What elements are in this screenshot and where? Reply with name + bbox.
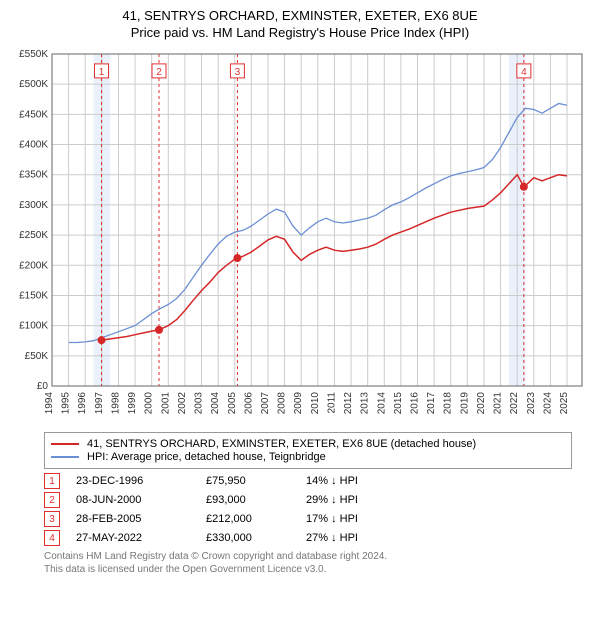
- svg-text:2009: 2009: [293, 392, 304, 415]
- legend-item: 41, SENTRYS ORCHARD, EXMINSTER, EXETER, …: [51, 438, 565, 450]
- sale-price: £330,000: [206, 532, 306, 544]
- legend-swatch: [51, 443, 79, 445]
- sales-table: 1 23-DEC-1996£75,95014% ↓ HPI 2 08-JUN-2000…: [44, 473, 572, 546]
- svg-text:3: 3: [235, 67, 241, 78]
- svg-text:1998: 1998: [110, 392, 121, 415]
- sale-marker: 1: [44, 473, 60, 489]
- svg-text:£300K: £300K: [19, 200, 48, 211]
- svg-text:2015: 2015: [393, 392, 404, 415]
- svg-text:£50K: £50K: [25, 351, 49, 362]
- sale-marker: 4: [44, 530, 60, 546]
- svg-text:2004: 2004: [210, 392, 221, 415]
- attribution-line2: This data is licensed under the Open Gov…: [44, 563, 572, 576]
- svg-text:£200K: £200K: [19, 260, 48, 271]
- svg-text:2005: 2005: [227, 392, 238, 415]
- svg-text:2025: 2025: [559, 392, 570, 415]
- svg-text:2024: 2024: [542, 392, 553, 415]
- svg-text:1: 1: [99, 67, 105, 78]
- svg-text:2021: 2021: [493, 392, 504, 415]
- svg-text:2023: 2023: [526, 392, 537, 415]
- svg-text:2001: 2001: [160, 392, 171, 415]
- svg-text:£400K: £400K: [19, 140, 48, 151]
- svg-text:2: 2: [156, 67, 162, 78]
- sale-diff: 17% ↓ HPI: [306, 513, 416, 525]
- svg-text:2022: 2022: [509, 392, 520, 415]
- attribution-line1: Contains HM Land Registry data © Crown c…: [44, 550, 572, 563]
- svg-text:2017: 2017: [426, 392, 437, 415]
- svg-text:2012: 2012: [343, 392, 354, 415]
- sale-date: 28-FEB-2005: [76, 513, 206, 525]
- svg-text:£100K: £100K: [19, 321, 48, 332]
- svg-text:2016: 2016: [410, 392, 421, 415]
- sale-row: 1 23-DEC-1996£75,95014% ↓ HPI: [44, 473, 572, 489]
- title-subtitle: Price paid vs. HM Land Registry's House …: [8, 25, 592, 40]
- legend: 41, SENTRYS ORCHARD, EXMINSTER, EXETER, …: [44, 432, 572, 469]
- svg-text:2020: 2020: [476, 392, 487, 415]
- svg-text:2003: 2003: [194, 392, 205, 415]
- sale-diff: 29% ↓ HPI: [306, 494, 416, 506]
- svg-text:2010: 2010: [310, 392, 321, 415]
- svg-text:2008: 2008: [277, 392, 288, 415]
- svg-text:2019: 2019: [459, 392, 470, 415]
- svg-text:2002: 2002: [177, 392, 188, 415]
- sale-price: £75,950: [206, 475, 306, 487]
- sale-date: 23-DEC-1996: [76, 475, 206, 487]
- legend-item: HPI: Average price, detached house, Teig…: [51, 451, 565, 463]
- sale-row: 4 27-MAY-2022£330,00027% ↓ HPI: [44, 530, 572, 546]
- legend-swatch: [51, 456, 79, 458]
- sale-diff: 14% ↓ HPI: [306, 475, 416, 487]
- svg-text:2006: 2006: [243, 392, 254, 415]
- sale-marker: 3: [44, 511, 60, 527]
- svg-text:1997: 1997: [94, 392, 105, 415]
- sale-date: 27-MAY-2022: [76, 532, 206, 544]
- svg-text:1996: 1996: [77, 392, 88, 415]
- svg-text:2000: 2000: [144, 392, 155, 415]
- legend-label: HPI: Average price, detached house, Teig…: [87, 451, 326, 463]
- svg-text:2014: 2014: [376, 392, 387, 415]
- svg-text:£250K: £250K: [19, 230, 48, 241]
- svg-text:1995: 1995: [61, 392, 72, 415]
- svg-text:2018: 2018: [443, 392, 454, 415]
- svg-text:£550K: £550K: [19, 49, 48, 60]
- svg-text:1999: 1999: [127, 392, 138, 415]
- svg-text:£500K: £500K: [19, 79, 48, 90]
- sale-date: 08-JUN-2000: [76, 494, 206, 506]
- sale-price: £212,000: [206, 513, 306, 525]
- sale-diff: 27% ↓ HPI: [306, 532, 416, 544]
- svg-text:£350K: £350K: [19, 170, 48, 181]
- sale-marker: 2: [44, 492, 60, 508]
- attribution: Contains HM Land Registry data © Crown c…: [44, 550, 572, 576]
- svg-text:2013: 2013: [360, 392, 371, 415]
- svg-text:1994: 1994: [44, 392, 55, 415]
- svg-text:£0: £0: [37, 381, 49, 392]
- chart-titles: 41, SENTRYS ORCHARD, EXMINSTER, EXETER, …: [8, 8, 592, 40]
- svg-text:2007: 2007: [260, 392, 271, 415]
- sale-price: £93,000: [206, 494, 306, 506]
- price-chart: £0 £50K £100K £150K £200K £250K £300K £350K £400…: [8, 46, 592, 426]
- svg-text:£150K: £150K: [19, 290, 48, 301]
- svg-text:4: 4: [521, 67, 527, 78]
- svg-text:£450K: £450K: [19, 109, 48, 120]
- sale-row: 2 08-JUN-2000£93,00029% ↓ HPI: [44, 492, 572, 508]
- svg-text:2011: 2011: [326, 392, 337, 414]
- sale-row: 3 28-FEB-2005£212,00017% ↓ HPI: [44, 511, 572, 527]
- legend-label: 41, SENTRYS ORCHARD, EXMINSTER, EXETER, …: [87, 438, 476, 450]
- title-address: 41, SENTRYS ORCHARD, EXMINSTER, EXETER, …: [8, 8, 592, 23]
